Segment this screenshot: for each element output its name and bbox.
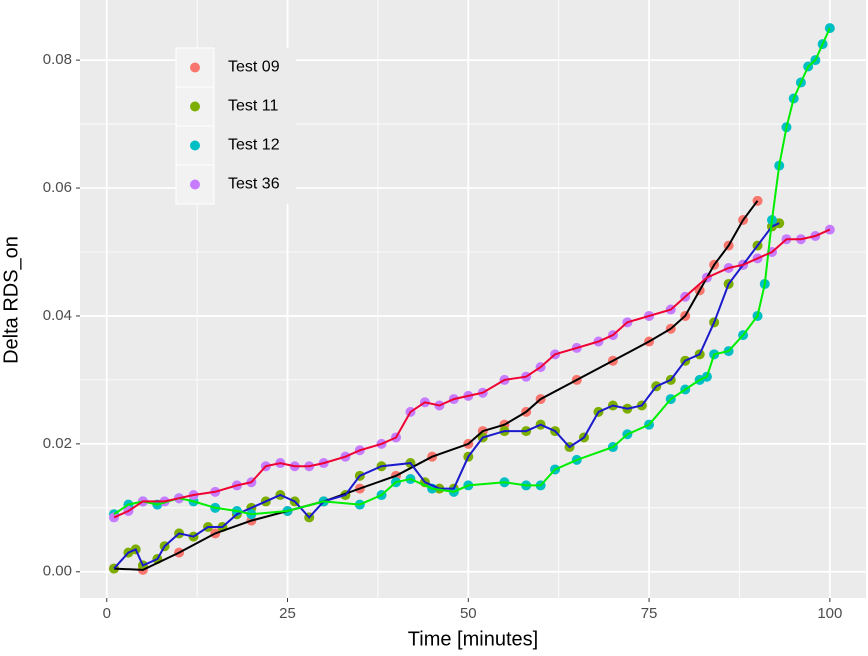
y-tick-label: 0.00 <box>43 563 72 580</box>
x-tick-label: 100 <box>817 605 842 622</box>
legend-symbol <box>190 101 200 112</box>
point <box>108 512 119 523</box>
x-tick-label: 50 <box>460 605 477 622</box>
legend-label: Test 09 <box>228 59 280 76</box>
series-line <box>113 228 831 519</box>
series-line <box>113 27 831 516</box>
legend-label: Test 11 <box>228 98 279 115</box>
legend: Test 09 Test 11 Test 12 Test 36 <box>175 47 296 205</box>
legend-label: Test 12 <box>228 137 280 154</box>
x-tick-label: 75 <box>641 605 658 622</box>
x-tick-label: 25 <box>279 605 296 622</box>
y-tick-label: 0.02 <box>43 435 72 452</box>
point <box>824 224 835 235</box>
series-line <box>113 200 759 571</box>
x-axis-title: Time [minutes] <box>408 628 538 650</box>
legend-symbol <box>190 140 200 151</box>
series-line <box>113 222 780 570</box>
marks <box>108 23 835 575</box>
legend-symbol <box>190 179 200 190</box>
y-tick-label: 0.06 <box>43 179 72 196</box>
y-axis-title: Delta RDS_on <box>0 236 22 364</box>
x-tick-label: 0 <box>103 605 111 622</box>
legend-symbol <box>190 62 200 73</box>
y-tick-label: 0.08 <box>43 51 72 68</box>
legend-label: Test 36 <box>228 176 280 193</box>
y-tick-label: 0.04 <box>43 307 72 324</box>
